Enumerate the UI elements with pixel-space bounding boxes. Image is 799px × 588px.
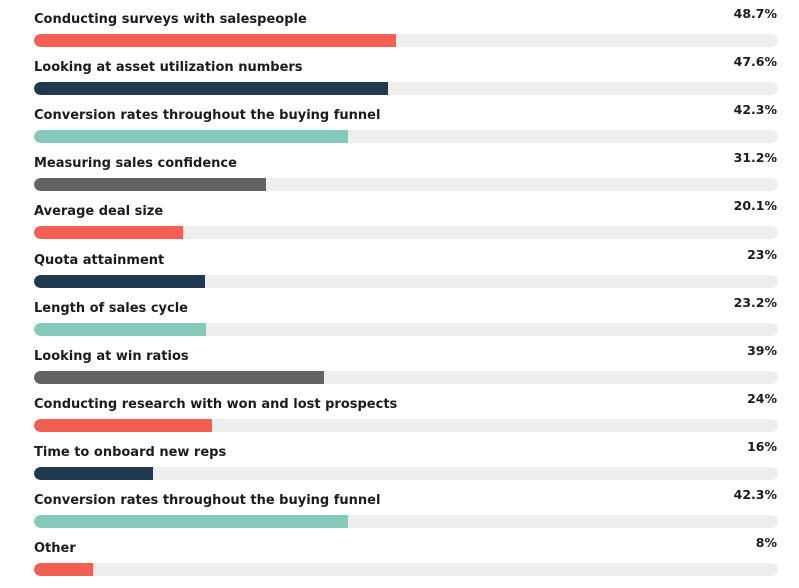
bar	[34, 178, 266, 192]
bar-track	[34, 418, 778, 432]
bar	[34, 418, 213, 432]
bar	[34, 82, 388, 96]
category-label: Looking at win ratios	[34, 348, 189, 364]
value-label: 24%	[747, 390, 777, 406]
bar-track	[34, 515, 778, 528]
category-label: Quota attainment	[34, 252, 165, 268]
chart-row: Conducting surveys with salespeople 48.7%	[0, 6, 799, 59]
value-label: 39%	[747, 342, 777, 358]
chart-row: Conversion rates throughout the buying f…	[0, 102, 799, 155]
value-label: 23.2%	[733, 294, 777, 310]
chart-row: Quota attainment 23%	[0, 247, 799, 300]
value-label: 31.2%	[733, 150, 777, 166]
bar-track	[34, 82, 778, 96]
bar	[34, 274, 205, 288]
bar	[34, 563, 94, 577]
category-label: Conducting surveys with salespeople	[34, 12, 307, 27]
category-label: Time to onboard new reps	[34, 444, 227, 460]
chart-row: Average deal size 20.1%	[0, 198, 799, 251]
bar	[34, 466, 153, 480]
category-label: Looking at asset utilization numbers	[34, 60, 303, 76]
bar	[34, 370, 324, 384]
value-label: 16%	[747, 438, 777, 454]
value-label: 47.6%	[733, 54, 777, 70]
bar-track	[34, 178, 778, 192]
value-label: 42.3%	[733, 102, 777, 118]
bar-track	[34, 274, 778, 288]
chart-row: Looking at win ratios 39%	[0, 343, 799, 396]
value-label: 42.3%	[733, 487, 777, 502]
bar-track	[34, 322, 778, 336]
bar-track	[34, 226, 778, 240]
chart-row: Measuring sales confidence 31.2%	[0, 150, 799, 203]
category-label: Conducting research with won and lost pr…	[34, 396, 398, 412]
bar-track	[34, 563, 778, 577]
bar-track	[34, 466, 778, 480]
bar	[34, 515, 349, 528]
category-label: Other	[34, 541, 76, 557]
chart-row: Length of sales cycle 23.2%	[0, 295, 799, 348]
category-label: Conversion rates throughout the buying f…	[34, 108, 381, 124]
chart-row: Conducting research with won and lost pr…	[0, 391, 799, 444]
bar-track	[34, 34, 778, 47]
value-label: 20.1%	[733, 198, 777, 214]
category-label: Length of sales cycle	[34, 300, 188, 316]
chart-row: Looking at asset utilization numbers 47.6…	[0, 54, 799, 107]
chart-row: Conversion rates throughout the buying f…	[0, 487, 799, 540]
bar	[34, 34, 396, 47]
bar-track	[34, 370, 778, 384]
bar	[34, 130, 349, 144]
category-label: Average deal size	[34, 204, 164, 220]
value-label: 23%	[747, 246, 777, 262]
bar-track	[34, 130, 778, 144]
bar	[34, 226, 184, 240]
category-label: Conversion rates throughout the buying f…	[34, 493, 381, 508]
chart-row: Time to onboard new reps 16%	[0, 439, 799, 492]
value-label: 48.7%	[733, 6, 777, 21]
chart-row: Other 8%	[0, 535, 799, 588]
bar	[34, 322, 207, 336]
value-label: 8%	[755, 535, 777, 551]
category-label: Measuring sales confidence	[34, 156, 237, 172]
